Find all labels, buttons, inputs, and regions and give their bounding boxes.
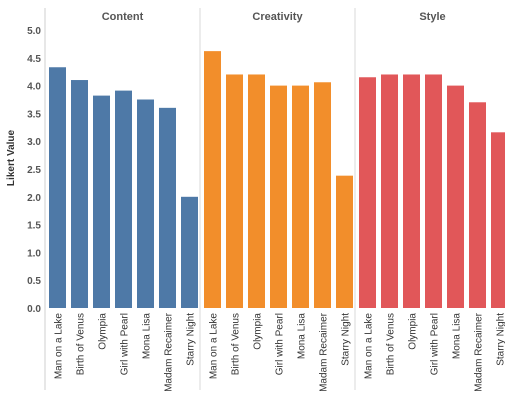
bar-creativity: [226, 74, 243, 308]
y-tick-label: 0.0: [27, 304, 41, 315]
bar-style: [359, 77, 376, 308]
x-tick-label: Mona Lisa: [452, 313, 463, 360]
x-tick-label: Man on a Lake: [364, 313, 375, 380]
x-tick-label: Starry Night: [341, 313, 352, 366]
bar-style: [491, 132, 505, 308]
bar-creativity: [292, 85, 309, 308]
panel-title-style: Style: [419, 11, 445, 23]
x-tick-label: Birth of Venus: [386, 313, 397, 375]
y-tick-label: 0.5: [27, 276, 41, 287]
x-tick-label: Man on a Lake: [209, 313, 220, 380]
x-tick-label: Olympia: [408, 313, 419, 350]
x-tick-label: Girl with Pearl: [430, 313, 441, 375]
y-tick-label: 4.0: [27, 82, 41, 93]
x-tick-label: Madam Recaimer: [474, 312, 485, 392]
x-tick-label: Olympia: [98, 313, 109, 350]
bar-content: [49, 67, 66, 308]
x-tick-label: Man on a Lake: [54, 313, 65, 380]
y-tick-label: 1.0: [27, 248, 41, 259]
x-tick-label: Mona Lisa: [297, 313, 308, 360]
x-tick-label: Birth of Venus: [231, 313, 242, 375]
bar-content: [181, 196, 198, 308]
bar-style: [403, 74, 420, 308]
x-tick-label: Girl with Pearl: [120, 313, 131, 375]
bar-content: [71, 80, 88, 308]
bar-style: [469, 102, 486, 308]
x-tick-label: Mona Lisa: [142, 313, 153, 360]
bar-content: [159, 107, 176, 308]
y-tick-label: 5.0: [27, 26, 41, 37]
bar-content: [93, 95, 110, 308]
y-tick-label: 2.0: [27, 193, 41, 204]
bar-creativity: [336, 175, 353, 308]
bar-creativity: [270, 85, 287, 308]
bar-style: [425, 74, 442, 308]
bar-creativity: [248, 74, 265, 308]
bar-style: [381, 74, 398, 308]
bar-content: [115, 90, 132, 308]
x-tick-label: Birth of Venus: [76, 313, 87, 375]
y-tick-label: 4.5: [27, 54, 41, 65]
y-tick-label: 3.0: [27, 137, 41, 148]
bar-creativity: [314, 82, 331, 308]
panel-title-content: Content: [102, 11, 144, 23]
x-tick-label: Madam Recaimer: [164, 312, 175, 392]
x-tick-label: Starry Night: [186, 313, 197, 366]
x-tick-label: Girl with Pearl: [275, 313, 286, 375]
x-tick-label: Olympia: [253, 313, 264, 350]
bar-style: [447, 85, 464, 308]
bar-creativity: [204, 51, 221, 309]
x-tick-label: Madam Recaimer: [319, 312, 330, 392]
y-tick-label: 1.5: [27, 221, 41, 232]
x-tick-label: Starry Night: [496, 313, 505, 366]
y-axis-label: Likert Value: [6, 129, 17, 186]
y-tick-label: 3.5: [27, 109, 41, 120]
y-tick-label: 2.5: [27, 165, 41, 176]
panel-title-creativity: Creativity: [252, 11, 303, 23]
bar-content: [137, 99, 154, 308]
